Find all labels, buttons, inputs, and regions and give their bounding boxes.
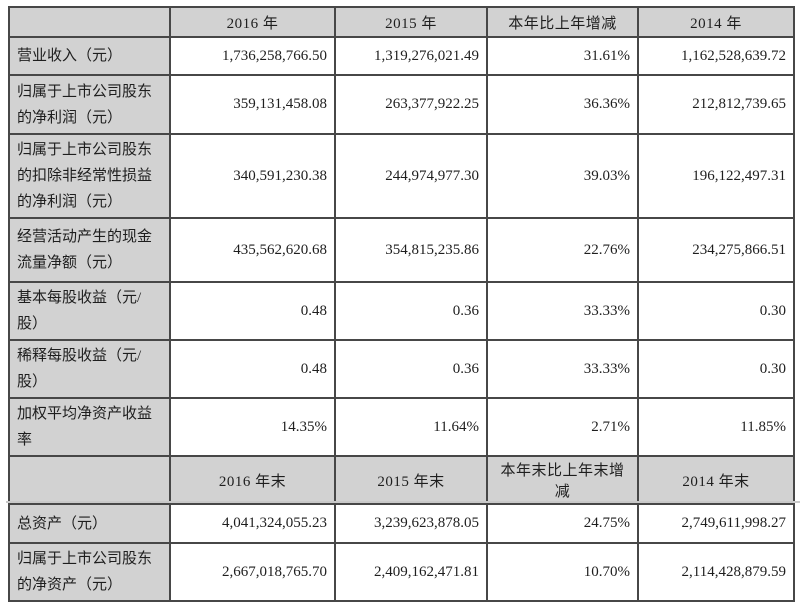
- cell-value: 212,812,739.65: [637, 74, 795, 135]
- cell-value: 1,736,258,766.50: [169, 36, 336, 76]
- cell-value: 0.48: [169, 339, 336, 399]
- row-label: 总资产（元）: [8, 503, 171, 544]
- row-label: 稀释每股收益（元/股）: [8, 339, 171, 399]
- cell-value: 2,409,162,471.81: [334, 542, 488, 602]
- cell-value: 14.35%: [169, 397, 336, 457]
- table-row-operating-cash-flow: 经营活动产生的现金流量净额（元） 435,562,620.68 354,815,…: [8, 217, 795, 283]
- cell-value: 0.36: [334, 339, 488, 399]
- cell-value: 24.75%: [486, 503, 639, 544]
- table-row-net-profit-excl-nonrecurring: 归属于上市公司股东的扣除非经常性损益的净利润（元） 340,591,230.38…: [8, 133, 795, 219]
- cell-value: 2.71%: [486, 397, 639, 457]
- column-header-yoy-change: 本年比上年增减: [486, 6, 639, 38]
- table-row-basic-eps: 基本每股收益（元/股） 0.48 0.36 33.33% 0.30: [8, 281, 795, 341]
- financial-summary-table: 2016 年 2015 年 本年比上年增减 2014 年 营业收入（元） 1,7…: [8, 6, 795, 602]
- cell-value: 2,667,018,765.70: [169, 542, 336, 602]
- cell-value: 1,319,276,021.49: [334, 36, 488, 76]
- cell-value: 10.70%: [486, 542, 639, 602]
- table-row-diluted-eps: 稀释每股收益（元/股） 0.48 0.36 33.33% 0.30: [8, 339, 795, 399]
- cell-value: 0.48: [169, 281, 336, 341]
- column-header-2014: 2014 年: [637, 6, 795, 38]
- table-row-weighted-avg-roe: 加权平均净资产收益率 14.35% 11.64% 2.71% 11.85%: [8, 397, 795, 457]
- row-label: 归属于上市公司股东的净利润（元）: [8, 74, 171, 135]
- cell-value: 0.30: [637, 339, 795, 399]
- cell-value: 11.85%: [637, 397, 795, 457]
- cell-value: 0.30: [637, 281, 795, 341]
- column-header-yoy-end-change: 本年末比上年末增减: [486, 455, 639, 505]
- row-label: 加权平均净资产收益率: [8, 397, 171, 457]
- row-label: 归属于上市公司股东的扣除非经常性损益的净利润（元）: [8, 133, 171, 219]
- cell-value: 4,041,324,055.23: [169, 503, 336, 544]
- cell-value: 39.03%: [486, 133, 639, 219]
- cell-value: 196,122,497.31: [637, 133, 795, 219]
- row-label: 基本每股收益（元/股）: [8, 281, 171, 341]
- cell-value: 340,591,230.38: [169, 133, 336, 219]
- corner-cell: [8, 6, 171, 38]
- cell-value: 0.36: [334, 281, 488, 341]
- row-label: 经营活动产生的现金流量净额（元）: [8, 217, 171, 283]
- column-header-2014-end: 2014 年末: [637, 455, 795, 505]
- cell-value: 435,562,620.68: [169, 217, 336, 283]
- cell-value: 359,131,458.08: [169, 74, 336, 135]
- table-row-revenue: 营业收入（元） 1,736,258,766.50 1,319,276,021.4…: [8, 36, 795, 76]
- cell-value: 31.61%: [486, 36, 639, 76]
- header-row-period-end: 2016 年末 2015 年末 本年末比上年末增减 2014 年末: [8, 455, 795, 505]
- cell-value: 354,815,235.86: [334, 217, 488, 283]
- cell-value: 33.33%: [486, 281, 639, 341]
- corner-cell: [8, 455, 171, 505]
- table-row-net-profit: 归属于上市公司股东的净利润（元） 359,131,458.08 263,377,…: [8, 74, 795, 135]
- cell-value: 22.76%: [486, 217, 639, 283]
- table-row-total-assets: 总资产（元） 4,041,324,055.23 3,239,623,878.05…: [8, 503, 795, 544]
- cell-value: 244,974,977.30: [334, 133, 488, 219]
- next-table-edge-line: [6, 501, 800, 503]
- cell-value: 234,275,866.51: [637, 217, 795, 283]
- cell-value: 3,239,623,878.05: [334, 503, 488, 544]
- cell-value: 11.64%: [334, 397, 488, 457]
- header-row-period: 2016 年 2015 年 本年比上年增减 2014 年: [8, 6, 795, 38]
- cell-value: 2,749,611,998.27: [637, 503, 795, 544]
- cell-value: 33.33%: [486, 339, 639, 399]
- cell-value: 263,377,922.25: [334, 74, 488, 135]
- column-header-2015-end: 2015 年末: [334, 455, 488, 505]
- column-header-2015: 2015 年: [334, 6, 488, 38]
- cell-value: 1,162,528,639.72: [637, 36, 795, 76]
- table-row-net-assets: 归属于上市公司股东的净资产（元） 2,667,018,765.70 2,409,…: [8, 542, 795, 602]
- row-label: 营业收入（元）: [8, 36, 171, 76]
- cell-value: 2,114,428,879.59: [637, 542, 795, 602]
- row-label: 归属于上市公司股东的净资产（元）: [8, 542, 171, 602]
- cell-value: 36.36%: [486, 74, 639, 135]
- column-header-2016-end: 2016 年末: [169, 455, 336, 505]
- column-header-2016: 2016 年: [169, 6, 336, 38]
